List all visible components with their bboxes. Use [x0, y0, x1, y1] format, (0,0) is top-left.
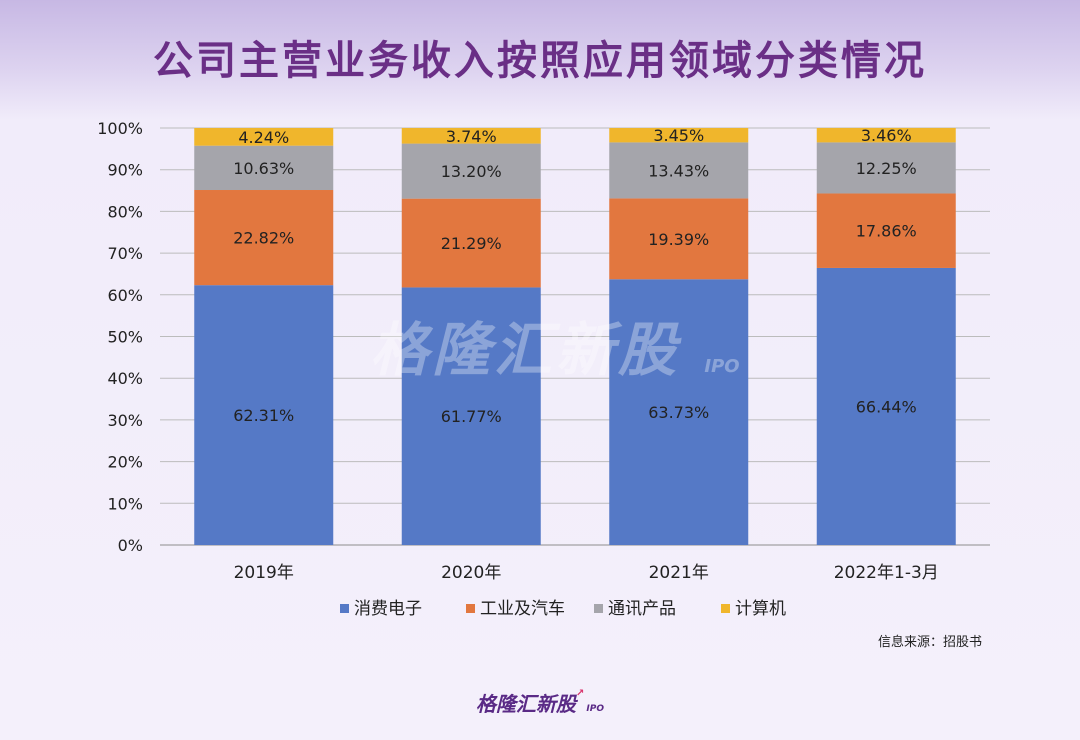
- watermark-sub: IPO: [704, 356, 739, 377]
- y-tick-label: 50%: [107, 328, 143, 347]
- data-label: 21.29%: [441, 234, 502, 253]
- data-label: 17.86%: [856, 222, 917, 241]
- data-label: 63.73%: [648, 403, 709, 422]
- bar-segment: [816, 127, 956, 143]
- bar-segment: [401, 128, 541, 144]
- bar-segment: [401, 198, 541, 288]
- x-tick-label: 2020年: [441, 563, 501, 583]
- legend-label: 工业及汽车: [480, 599, 565, 619]
- data-label: 62.31%: [233, 406, 294, 425]
- data-label: 3.45%: [653, 126, 704, 145]
- y-tick-label: 0%: [118, 536, 143, 555]
- data-label: 3.74%: [446, 127, 497, 146]
- bar-segment: [194, 285, 334, 545]
- data-label: 19.39%: [648, 230, 709, 249]
- legend-swatch: [466, 604, 475, 613]
- bar-segment: [609, 279, 749, 545]
- bar-segment: [816, 142, 956, 194]
- data-label: 13.43%: [648, 161, 709, 180]
- x-tick-label: 2022年1-3月: [834, 563, 939, 583]
- bar-segment: [401, 287, 541, 545]
- x-tick-label: 2019年: [234, 563, 294, 583]
- source-note: 信息来源：招股书: [877, 635, 982, 650]
- data-label: 13.20%: [441, 162, 502, 181]
- data-label: 3.46%: [861, 126, 912, 145]
- legend-label: 计算机: [735, 599, 786, 619]
- legend-swatch: [594, 604, 603, 613]
- legend-label: 通讯产品: [608, 599, 676, 619]
- footer-logo-text: 格隆汇新股: [476, 692, 576, 716]
- data-label: 22.82%: [233, 229, 294, 248]
- bar-segment: [194, 190, 334, 286]
- footer-logo-sub: IPO: [586, 704, 604, 714]
- y-tick-label: 30%: [107, 411, 143, 430]
- data-label: 10.63%: [233, 159, 294, 178]
- y-tick-label: 10%: [107, 494, 143, 513]
- bar-segment: [194, 145, 334, 191]
- y-tick-label: 80%: [107, 202, 143, 221]
- data-label: 12.25%: [856, 159, 917, 178]
- bar-segment: [609, 128, 749, 143]
- watermark-text: 格隆汇新股: [370, 316, 682, 384]
- data-label: 61.77%: [441, 407, 502, 426]
- legend-swatch: [721, 604, 730, 613]
- data-label: 4.24%: [238, 128, 289, 147]
- trend-arrow-icon: ↗: [576, 688, 585, 699]
- bar-segment: [194, 128, 334, 146]
- footer-logo: 格隆汇新股↗IPO: [0, 688, 1080, 717]
- bar-segment: [609, 142, 749, 199]
- y-tick-label: 20%: [107, 453, 143, 472]
- chart-title: 公司主营业务收入按照应用领域分类情况: [153, 38, 927, 84]
- x-tick-label: 2021年: [649, 563, 709, 583]
- legend-swatch: [340, 604, 349, 613]
- legend-label: 消费电子: [354, 599, 422, 619]
- y-tick-label: 40%: [107, 369, 143, 388]
- y-tick-label: 70%: [107, 244, 143, 263]
- y-tick-label: 90%: [107, 161, 143, 180]
- y-tick-label: 100%: [97, 119, 143, 138]
- data-label: 66.44%: [856, 397, 917, 416]
- bar-segment: [401, 143, 541, 199]
- bar-segment: [816, 193, 956, 268]
- bar-segment: [609, 198, 749, 280]
- bar-segment: [816, 267, 956, 545]
- y-tick-label: 60%: [107, 286, 143, 305]
